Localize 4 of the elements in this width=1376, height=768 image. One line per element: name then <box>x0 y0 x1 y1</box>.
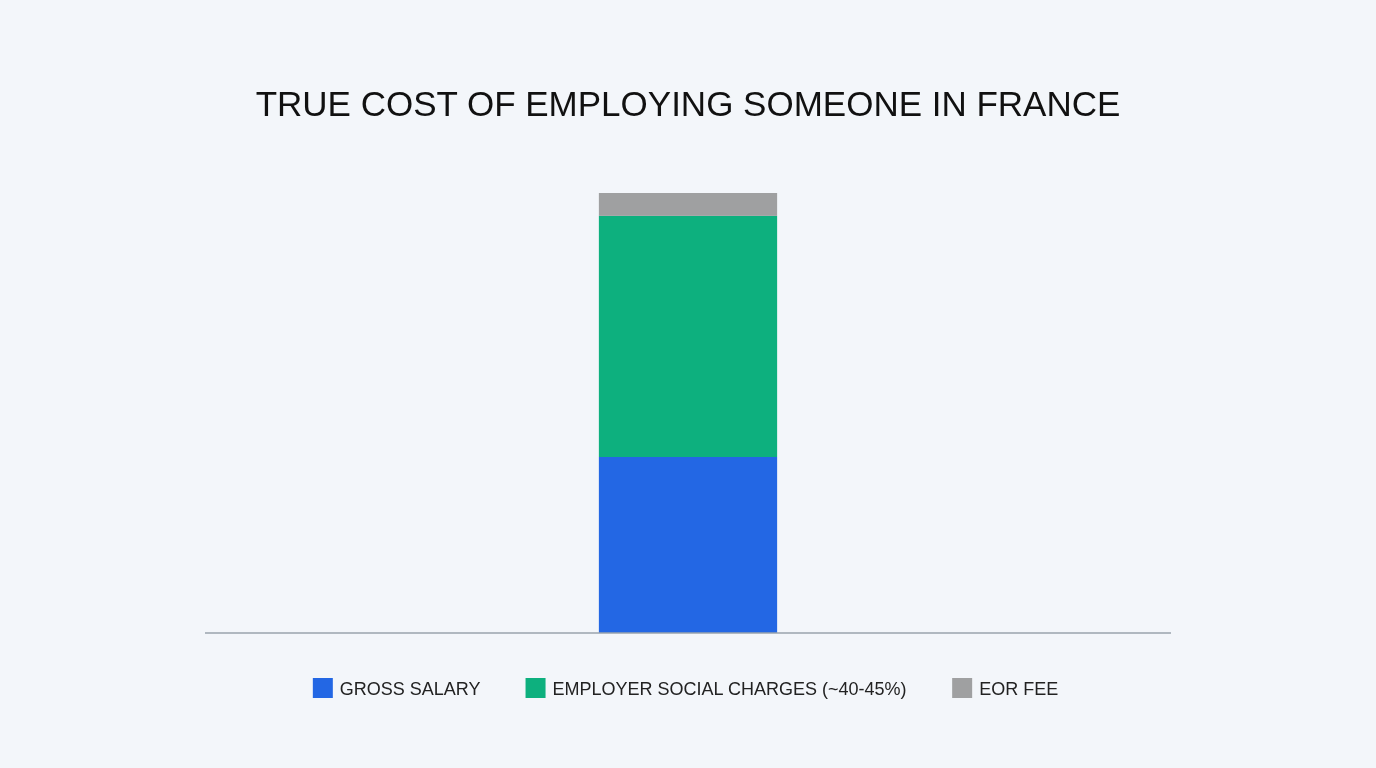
legend-label: EOR FEE <box>979 678 1059 699</box>
legend-label: GROSS SALARY <box>339 678 481 699</box>
chart-title: TRUE COST OF EMPLOYING SOMEONE IN FRANCE <box>255 84 1121 123</box>
legend-label: EMPLOYER SOCIAL CHARGES (~40-45%) <box>552 678 907 699</box>
